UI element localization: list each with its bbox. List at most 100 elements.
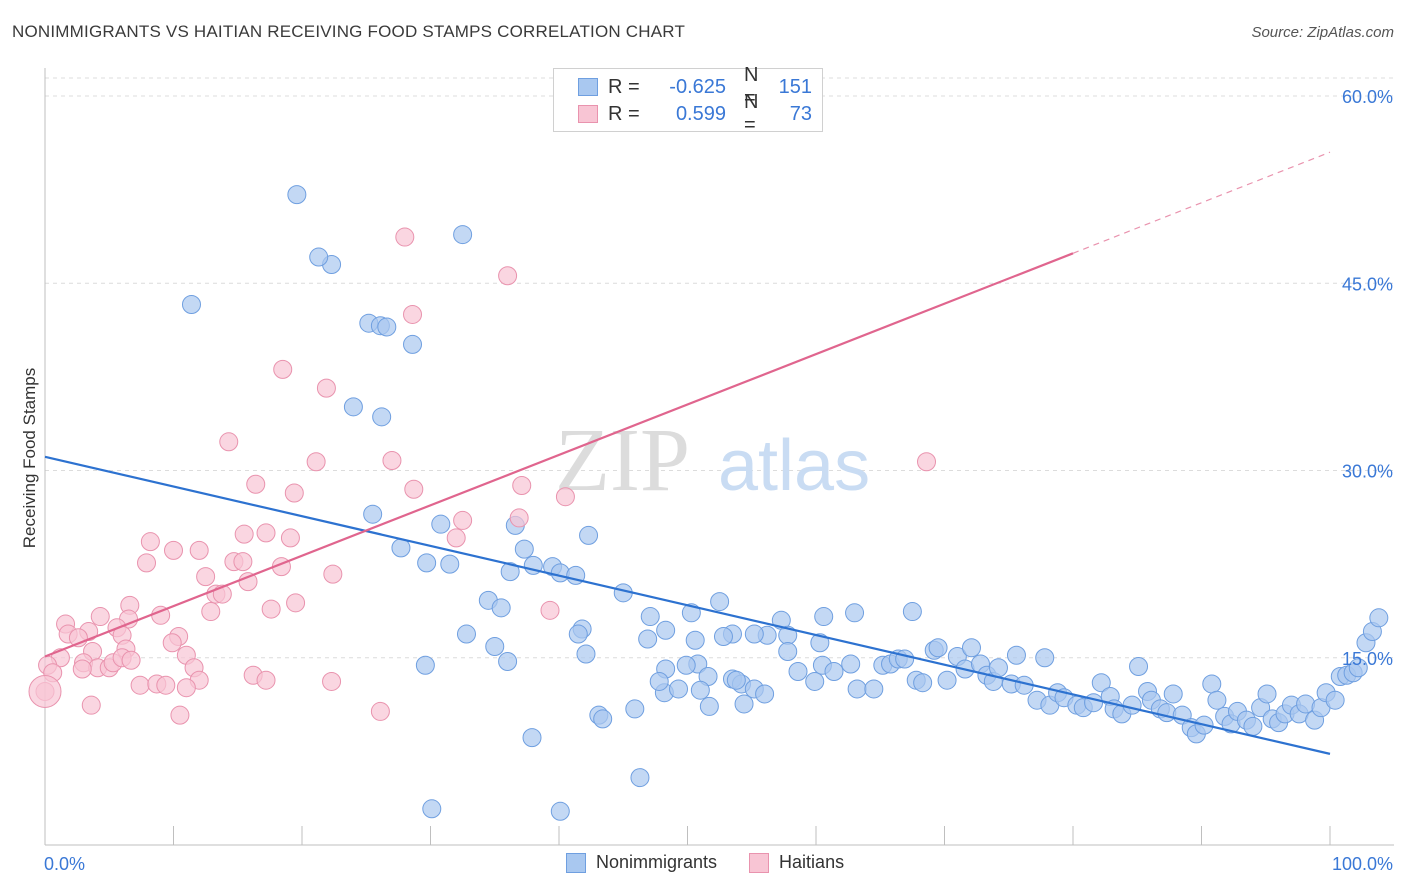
point-nonimmigrants bbox=[1122, 695, 1142, 715]
point-haitians bbox=[403, 304, 423, 324]
point-nonimmigrants bbox=[498, 651, 518, 671]
point-nonimmigrants bbox=[500, 562, 520, 582]
legend-n-value: 73 bbox=[789, 102, 812, 125]
point-nonimmigrants bbox=[403, 334, 423, 354]
point-nonimmigrants bbox=[961, 638, 981, 658]
point-haitians bbox=[280, 528, 300, 548]
point-nonimmigrants bbox=[937, 670, 957, 690]
source-label: Source: ZipAtlas.com bbox=[1251, 24, 1394, 41]
correlation-legend: R = -0.625 N = 151 R = 0.599 N = 73 bbox=[553, 64, 823, 136]
point-nonimmigrants bbox=[726, 670, 746, 690]
point-nonimmigrants bbox=[669, 679, 689, 699]
point-nonimmigrants bbox=[1348, 658, 1368, 678]
point-haitians bbox=[176, 678, 196, 698]
point-haitians bbox=[382, 451, 402, 471]
point-nonimmigrants bbox=[845, 603, 865, 623]
point-nonimmigrants bbox=[814, 607, 834, 627]
legend-swatch-nonimmigrants bbox=[578, 78, 598, 96]
point-haitians bbox=[306, 452, 326, 472]
point-nonimmigrants bbox=[1207, 690, 1227, 710]
point-haitians bbox=[273, 359, 293, 379]
point-nonimmigrants bbox=[744, 624, 764, 644]
point-haitians bbox=[453, 510, 473, 530]
trend-line-nonimmigrants bbox=[44, 455, 1331, 755]
point-nonimmigrants bbox=[287, 185, 307, 205]
point-nonimmigrants bbox=[1243, 716, 1263, 736]
point-nonimmigrants bbox=[713, 627, 733, 647]
chart-title: NONIMMIGRANTS VS HAITIAN RECEIVING FOOD … bbox=[12, 22, 686, 41]
point-nonimmigrants bbox=[568, 624, 588, 644]
trend-line-haitians-extension bbox=[1072, 151, 1331, 254]
point-haitians bbox=[137, 553, 157, 573]
point-nonimmigrants bbox=[1163, 684, 1183, 704]
point-haitians bbox=[322, 671, 342, 691]
legend-label-haitians: Haitians bbox=[779, 852, 845, 872]
point-haitians bbox=[540, 600, 560, 620]
point-nonimmigrants bbox=[710, 592, 730, 612]
watermark-atlas: atlas bbox=[718, 426, 870, 506]
point-nonimmigrants bbox=[550, 801, 570, 821]
point-haitians bbox=[170, 705, 190, 725]
point-nonimmigrants bbox=[676, 655, 696, 675]
point-nonimmigrants bbox=[1202, 674, 1222, 694]
legend-item-nonimmigrants[interactable]: Nonimmigrants bbox=[566, 852, 717, 873]
point-haitians bbox=[121, 650, 141, 670]
point-nonimmigrants bbox=[640, 607, 660, 627]
point-nonimmigrants bbox=[864, 679, 884, 699]
point-haitians bbox=[256, 670, 276, 690]
point-haitians bbox=[81, 695, 101, 715]
series-legend: Nonimmigrants Haitians bbox=[566, 852, 876, 873]
point-haitians bbox=[284, 483, 304, 503]
point-nonimmigrants bbox=[630, 768, 650, 788]
point-haitians bbox=[156, 675, 176, 695]
point-nonimmigrants bbox=[377, 317, 397, 337]
point-haitians bbox=[512, 475, 532, 495]
point-haitians bbox=[509, 508, 529, 528]
point-haitians bbox=[189, 540, 209, 560]
point-nonimmigrants bbox=[576, 644, 596, 664]
point-nonimmigrants bbox=[1091, 673, 1111, 693]
legend-swatch-nonimmigrants bbox=[566, 852, 586, 873]
legend-row-haitians: R = 0.599 N = 73 bbox=[578, 91, 812, 136]
x-tick-label: 100.0% bbox=[1332, 854, 1393, 874]
legend-label-nonimmigrants: Nonimmigrants bbox=[596, 852, 718, 872]
trend-lines bbox=[44, 151, 1331, 755]
legend-n-label: N = bbox=[744, 64, 759, 109]
point-nonimmigrants bbox=[649, 671, 669, 691]
point-nonimmigrants bbox=[1325, 690, 1345, 710]
point-haitians bbox=[201, 602, 221, 622]
point-nonimmigrants bbox=[778, 642, 798, 662]
point-nonimmigrants bbox=[1084, 693, 1104, 713]
point-nonimmigrants bbox=[805, 671, 825, 691]
point-nonimmigrants bbox=[593, 709, 613, 729]
y-tick-label: 60.0% bbox=[1342, 87, 1393, 107]
legend-n-value: 151 bbox=[778, 75, 812, 98]
point-haitians bbox=[238, 572, 258, 592]
point-haitians bbox=[130, 675, 150, 695]
y-tick-label: 15.0% bbox=[1342, 649, 1393, 669]
point-nonimmigrants bbox=[895, 649, 915, 669]
legend-r-label: R = bbox=[608, 102, 640, 125]
point-nonimmigrants bbox=[699, 696, 719, 716]
grid-lines bbox=[45, 77, 1394, 659]
point-nonimmigrants bbox=[902, 602, 922, 622]
legend-row-nonimmigrants: R = -0.625 N = 151 bbox=[578, 64, 812, 109]
point-nonimmigrants bbox=[417, 553, 437, 573]
point-nonimmigrants bbox=[579, 525, 599, 545]
point-haitians bbox=[370, 701, 390, 721]
legend-n-label: N = bbox=[744, 91, 759, 136]
point-nonimmigrants bbox=[824, 661, 844, 681]
point-haitians bbox=[286, 593, 306, 613]
point-nonimmigrants bbox=[514, 539, 534, 559]
point-nonimmigrants bbox=[810, 633, 830, 653]
point-haitians bbox=[498, 266, 518, 286]
point-nonimmigrants bbox=[415, 655, 435, 675]
point-nonimmigrants bbox=[491, 598, 511, 618]
legend-r-value: -0.625 bbox=[669, 75, 726, 98]
point-nonimmigrants bbox=[788, 661, 808, 681]
legend-item-haitians[interactable]: Haitians bbox=[749, 852, 844, 873]
point-nonimmigrants bbox=[456, 624, 476, 644]
point-haitians bbox=[246, 474, 266, 494]
point-nonimmigrants bbox=[638, 629, 658, 649]
point-haitians bbox=[555, 487, 575, 507]
